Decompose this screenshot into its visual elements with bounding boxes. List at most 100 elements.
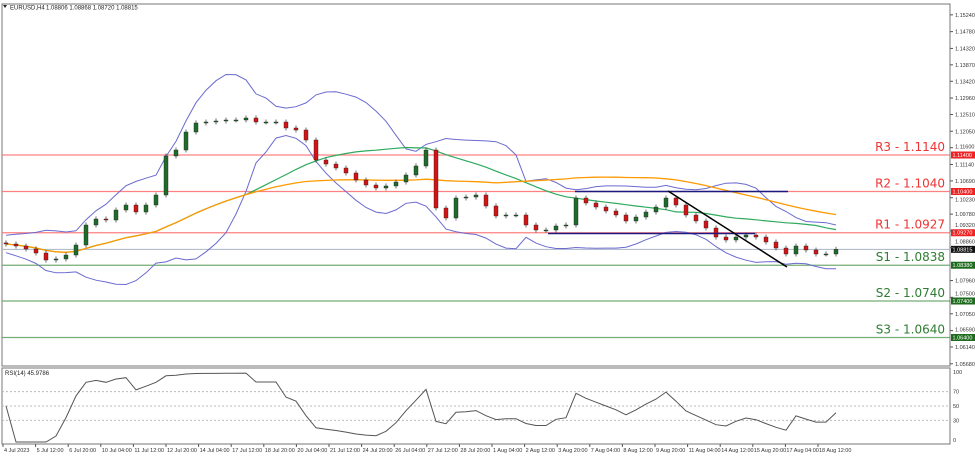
candle-bull [173, 149, 179, 157]
candle-bull [193, 122, 199, 133]
level-label-s3: S3 - 1.0640 [876, 323, 945, 337]
candle-bear [763, 236, 769, 243]
rsi-axis-label: 30 [953, 418, 959, 424]
candle-bear [593, 202, 599, 208]
time-tick-label: 28 Jul 20:00 [460, 448, 490, 454]
price-tick-label: 1.07960 [955, 279, 975, 285]
level-tag [951, 151, 975, 159]
time-tick-label: 2 Aug 12:00 [526, 448, 555, 454]
candle-bull [183, 131, 189, 151]
candle-bull [163, 155, 169, 196]
current-price-label: 1.08815 [953, 247, 973, 253]
bollinger-lower-band [5, 134, 837, 286]
rsi-axis-label: 100 [953, 370, 962, 376]
level-label-s2: S2 - 1.0740 [876, 286, 945, 300]
time-tick-label: 20 Jul 04:00 [297, 448, 327, 454]
candle-bear [333, 163, 339, 169]
candle-bull [143, 204, 149, 213]
candle-bull [213, 120, 219, 123]
time-tick-label: 17 Jul 12:00 [232, 448, 262, 454]
candle-bull [93, 218, 99, 226]
time-tick-label: 1 Aug 04:00 [493, 448, 522, 454]
current-price-tag [951, 245, 975, 253]
time-tick-label: 4 Jul 2023 [4, 448, 29, 454]
candle-bear [253, 117, 259, 123]
candle-bull [63, 254, 69, 260]
candle-bear [713, 227, 719, 238]
level-tag-label: 1.11400 [953, 153, 972, 159]
time-tick-label: 18 Jul 20:00 [265, 448, 295, 454]
candle-bull [823, 253, 829, 256]
time-tick-label: 14 Aug 12:00 [721, 448, 753, 454]
candle-bull [263, 121, 269, 124]
price-tick-label: 1.12960 [955, 96, 975, 102]
price-tick-label: 1.13420 [955, 79, 975, 85]
price-tick-label: 1.05680 [955, 362, 975, 368]
rsi-axis-label: 50 [953, 404, 959, 410]
level-tag [951, 261, 975, 269]
candle-bear [23, 245, 29, 250]
candle-bull [243, 117, 249, 121]
time-tick-label: 11 Jul 12:00 [134, 448, 164, 454]
level-label-r1: R1 - 1.0927 [875, 218, 945, 232]
time-tick-label: 18 Aug 12:00 [819, 448, 851, 454]
time-tick-label: 10 Jul 04:00 [102, 448, 132, 454]
candle-bull [743, 234, 749, 238]
candle-bull [393, 181, 399, 187]
candle-bull [463, 196, 469, 199]
level-label-r2: R2 - 1.1040 [875, 177, 945, 191]
candle-bull [383, 185, 389, 189]
candle-bear [363, 179, 369, 186]
candle-bull [273, 121, 279, 124]
candle-bear [283, 121, 289, 129]
candle-bear [583, 197, 589, 204]
candle-bear [723, 236, 729, 241]
candle-bear [3, 242, 9, 245]
candle-bear [33, 248, 39, 254]
moving-average-slow [5, 176, 837, 253]
candle-bear [493, 205, 499, 217]
time-tick-label: 11 Aug 04:00 [689, 448, 721, 454]
candle-bear [13, 243, 19, 247]
candle-bear [43, 252, 49, 261]
price-tick-label: 1.12050 [955, 129, 975, 135]
candle-bull [233, 119, 239, 122]
candle-bear [803, 245, 809, 251]
price-tick-label: 1.12510 [955, 112, 975, 118]
candle-bear [133, 204, 139, 213]
candle-bear [613, 210, 619, 216]
time-tick-label: 7 Aug 04:00 [591, 448, 620, 454]
candle-bull [733, 236, 739, 241]
candle-bear [783, 247, 789, 255]
time-tick-label: 14 Jul 04:00 [200, 448, 230, 454]
time-tick-label: 17 Aug 04:00 [786, 448, 818, 454]
candle-bull [413, 165, 419, 176]
level-label-s1: S1 - 1.0838 [876, 250, 945, 264]
time-tick-label: 5 Jul 12:00 [37, 448, 64, 454]
candle-bull [563, 224, 569, 227]
candle-bull [543, 229, 549, 232]
candle-bear [103, 218, 109, 221]
rsi-axis-label: 0 [953, 438, 956, 444]
price-tick-label: 1.09320 [955, 223, 975, 229]
candle-bull [833, 249, 839, 255]
candle-bull [793, 245, 799, 255]
candle-bear [323, 159, 329, 165]
price-tick-label: 1.14780 [955, 30, 975, 36]
time-tick-label: 26 Jul 04:00 [395, 448, 425, 454]
candle-bear [523, 214, 529, 226]
candle-bear [753, 234, 759, 238]
candle-bear [433, 149, 439, 209]
candle-bull [153, 194, 159, 206]
candle-bear [353, 172, 359, 181]
candle-bull [453, 197, 459, 219]
main-panel-frame [1, 3, 951, 367]
candle-bull [73, 244, 79, 256]
level-tag [951, 297, 975, 305]
candle-bear [313, 139, 319, 161]
candle-bull [643, 211, 649, 218]
candle-bull [503, 214, 509, 217]
candle-bull [633, 216, 639, 222]
price-tick-label: 1.07050 [955, 312, 975, 318]
candle-bull [653, 206, 659, 213]
